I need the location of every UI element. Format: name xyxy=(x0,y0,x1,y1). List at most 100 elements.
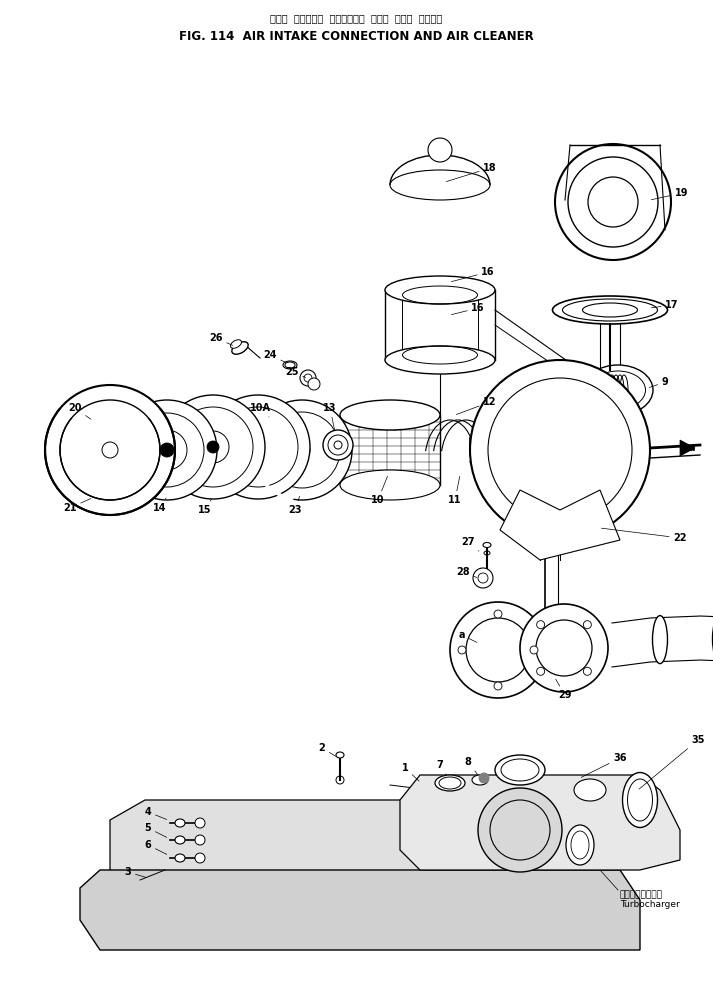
Text: 21: 21 xyxy=(63,498,91,513)
Text: 28: 28 xyxy=(456,567,477,578)
Text: 30: 30 xyxy=(0,988,1,989)
Ellipse shape xyxy=(566,825,594,865)
Circle shape xyxy=(458,646,466,654)
Circle shape xyxy=(494,610,502,618)
Circle shape xyxy=(450,602,546,698)
Ellipse shape xyxy=(230,340,242,348)
Text: 27: 27 xyxy=(461,537,479,551)
Text: 6: 6 xyxy=(145,840,167,854)
Ellipse shape xyxy=(385,346,495,374)
Ellipse shape xyxy=(483,543,491,548)
Circle shape xyxy=(428,138,452,162)
Circle shape xyxy=(478,788,562,872)
Text: 5: 5 xyxy=(145,823,167,838)
Text: 18: 18 xyxy=(446,163,497,182)
Text: 22: 22 xyxy=(601,528,687,543)
Text: 16: 16 xyxy=(451,303,485,315)
Text: 2: 2 xyxy=(319,743,336,757)
Text: a: a xyxy=(458,630,477,643)
Text: 33: 33 xyxy=(0,988,1,989)
Polygon shape xyxy=(500,490,620,560)
Text: 8: 8 xyxy=(465,757,477,774)
Circle shape xyxy=(304,374,312,382)
Circle shape xyxy=(470,360,650,540)
Text: 17: 17 xyxy=(652,300,679,310)
Ellipse shape xyxy=(175,854,185,862)
Ellipse shape xyxy=(435,775,465,791)
Text: 29: 29 xyxy=(555,679,572,700)
Ellipse shape xyxy=(283,361,297,369)
Text: ターボチャージャ
Turbocharger: ターボチャージャ Turbocharger xyxy=(620,890,679,910)
Ellipse shape xyxy=(285,362,295,368)
Ellipse shape xyxy=(472,775,488,785)
Ellipse shape xyxy=(652,615,667,664)
Text: 20: 20 xyxy=(68,403,91,419)
Text: 10A: 10A xyxy=(250,403,270,417)
Text: 13: 13 xyxy=(323,403,337,430)
Circle shape xyxy=(161,395,265,499)
Circle shape xyxy=(45,385,175,515)
Circle shape xyxy=(520,604,608,692)
Ellipse shape xyxy=(622,772,657,828)
Ellipse shape xyxy=(232,342,248,354)
Circle shape xyxy=(195,818,205,828)
Circle shape xyxy=(583,621,591,629)
Text: 7: 7 xyxy=(436,760,446,775)
Circle shape xyxy=(323,430,353,460)
Circle shape xyxy=(294,442,310,458)
Text: 10: 10 xyxy=(371,477,387,505)
Circle shape xyxy=(117,400,217,500)
Circle shape xyxy=(537,621,545,629)
Circle shape xyxy=(252,400,352,500)
Text: 16: 16 xyxy=(451,267,495,282)
Polygon shape xyxy=(400,775,680,870)
Circle shape xyxy=(195,835,205,845)
Ellipse shape xyxy=(495,755,545,785)
Text: 36: 36 xyxy=(581,753,627,777)
Circle shape xyxy=(583,668,591,675)
Text: 9: 9 xyxy=(650,377,668,388)
Ellipse shape xyxy=(340,400,440,430)
Ellipse shape xyxy=(574,779,606,801)
Text: 15: 15 xyxy=(198,499,212,515)
Circle shape xyxy=(207,441,219,453)
Circle shape xyxy=(102,442,118,458)
Text: 23: 23 xyxy=(288,496,302,515)
Text: 1: 1 xyxy=(401,763,419,781)
Ellipse shape xyxy=(553,296,667,324)
Text: 12: 12 xyxy=(456,397,497,414)
Ellipse shape xyxy=(340,470,440,500)
Circle shape xyxy=(195,853,205,863)
Text: 24: 24 xyxy=(263,350,286,362)
Text: 35: 35 xyxy=(639,735,704,789)
Text: エアー  インテーク  コネクション  および  エアー  クリーナ: エアー インテーク コネクション および エアー クリーナ xyxy=(270,13,442,23)
Text: 4: 4 xyxy=(145,807,167,820)
Polygon shape xyxy=(680,440,695,456)
Text: 31: 31 xyxy=(0,988,1,989)
Circle shape xyxy=(252,441,264,453)
Text: 3: 3 xyxy=(125,867,147,877)
Circle shape xyxy=(479,773,489,783)
Ellipse shape xyxy=(175,836,185,844)
Text: a: a xyxy=(682,443,695,453)
Ellipse shape xyxy=(385,276,495,304)
Text: 14: 14 xyxy=(153,498,167,513)
Circle shape xyxy=(206,395,310,499)
Text: 25: 25 xyxy=(285,367,306,378)
Circle shape xyxy=(334,441,342,449)
Circle shape xyxy=(300,370,316,386)
Circle shape xyxy=(537,668,545,675)
Text: 26: 26 xyxy=(209,333,232,345)
Circle shape xyxy=(160,443,174,457)
Text: 32: 32 xyxy=(0,988,1,989)
Text: 11: 11 xyxy=(448,477,462,505)
Ellipse shape xyxy=(175,819,185,827)
Circle shape xyxy=(494,682,502,690)
Ellipse shape xyxy=(390,170,490,200)
Circle shape xyxy=(308,378,320,390)
Text: FIG. 114  AIR INTAKE CONNECTION AND AIR CLEANER: FIG. 114 AIR INTAKE CONNECTION AND AIR C… xyxy=(179,30,533,43)
Ellipse shape xyxy=(583,365,653,415)
Text: 19: 19 xyxy=(652,188,689,200)
Circle shape xyxy=(473,568,493,588)
Polygon shape xyxy=(80,870,640,950)
